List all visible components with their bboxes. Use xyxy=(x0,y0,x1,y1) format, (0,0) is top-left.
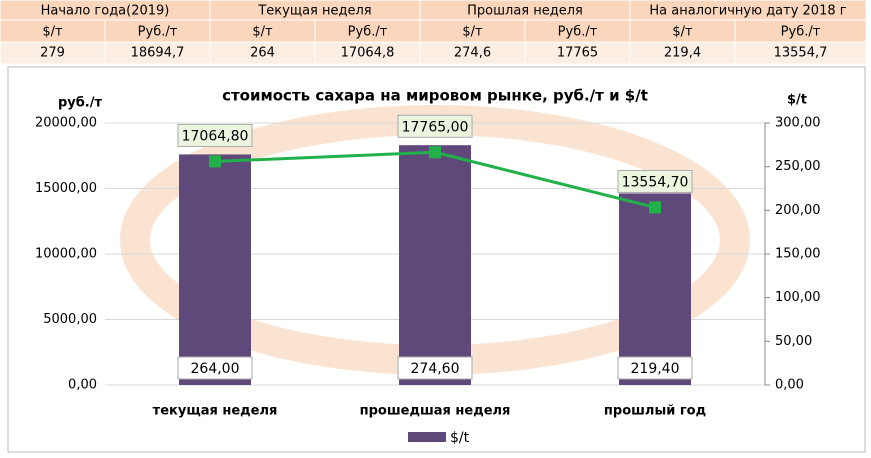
line-marker xyxy=(429,146,441,159)
bar-value-label: 274,60 xyxy=(411,361,460,377)
subheader-text: Руб./т xyxy=(781,25,821,40)
header-text: Прошлая неделя xyxy=(467,4,583,19)
bar-value-label: 219,40 xyxy=(631,361,680,377)
bar xyxy=(179,154,251,385)
header-text: Начало года(2019) xyxy=(41,4,170,19)
y-tick-label: 5000,00 xyxy=(43,312,97,327)
y2-axis-label: $/t xyxy=(787,93,807,108)
y2-tick-label: 50,00 xyxy=(775,334,812,349)
y-tick-label: 10000,00 xyxy=(35,247,97,262)
line-value-label-box xyxy=(397,114,473,138)
data-text: 13554,7 xyxy=(774,46,828,61)
data-text: 18694,7 xyxy=(131,46,185,61)
data-text: 17064,8 xyxy=(341,46,395,61)
subheader-text: $/т xyxy=(672,25,693,40)
y2-tick-label: 150,00 xyxy=(775,247,821,262)
y2-tick-label: 100,00 xyxy=(775,290,821,305)
bar-value-label-box xyxy=(617,356,693,380)
header-text: Текущая неделя xyxy=(257,4,371,19)
y-axis-label: руб./т xyxy=(58,96,103,111)
bar-value-label-box xyxy=(397,356,473,380)
legend-label: $/t xyxy=(450,430,470,446)
line-value-label: 17765,00 xyxy=(402,119,469,135)
line-value-label: 17064,80 xyxy=(182,128,249,144)
data-text: 17765 xyxy=(557,46,598,61)
bar-value-label-box xyxy=(177,356,253,380)
line-value-label: 13554,70 xyxy=(622,174,689,190)
y-tick-label: 20000,00 xyxy=(35,116,97,131)
line-marker xyxy=(209,155,221,168)
y-tick-label: 15000,00 xyxy=(35,181,97,196)
x-tick-label: текущая неделя xyxy=(153,404,278,419)
bar xyxy=(399,145,471,385)
y2-tick-label: 0,00 xyxy=(775,378,804,393)
subheader-text: Руб./т xyxy=(558,25,598,40)
legend-swatch xyxy=(408,432,446,442)
subheader-text: $/т xyxy=(462,25,483,40)
data-text: 264 xyxy=(250,46,275,61)
bar-value-label: 264,00 xyxy=(191,361,240,377)
subheader-text: $/т xyxy=(252,25,273,40)
data-text: 274,6 xyxy=(454,46,491,61)
chart-area xyxy=(7,66,866,453)
y2-tick-label: 200,00 xyxy=(775,203,821,218)
subheader-text: Руб./т xyxy=(348,25,388,40)
subheader-text: Руб./т xyxy=(138,25,178,40)
y2-tick-label: 250,00 xyxy=(775,159,821,174)
data-text: 279 xyxy=(40,46,65,61)
x-tick-label: прошедшая неделя xyxy=(360,404,511,419)
line-marker xyxy=(649,201,661,214)
y-tick-label: 0,00 xyxy=(68,378,97,393)
bar xyxy=(619,193,691,385)
chart-title: стоимость сахара на мировом рынке, руб./… xyxy=(222,87,648,105)
y2-tick-label: 300,00 xyxy=(775,116,821,131)
data-text: 219,4 xyxy=(664,46,701,61)
subheader-text: $/т xyxy=(42,25,63,40)
header-text: На аналогичную дату 2018 г xyxy=(649,4,846,19)
data-cell xyxy=(734,41,867,65)
line-value-label-box xyxy=(177,123,253,147)
x-tick-label: прошлый год xyxy=(604,404,706,419)
line-value-label-box xyxy=(617,169,693,193)
